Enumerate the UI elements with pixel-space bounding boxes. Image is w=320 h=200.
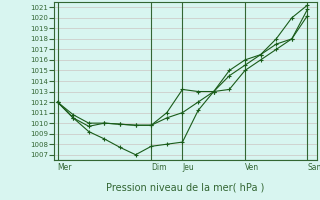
Text: Ven: Ven (245, 163, 259, 172)
Text: Dim: Dim (151, 163, 167, 172)
Text: Mer: Mer (58, 163, 72, 172)
Text: Jeu: Jeu (182, 163, 194, 172)
Text: Sam: Sam (308, 163, 320, 172)
Text: Pression niveau de la mer( hPa ): Pression niveau de la mer( hPa ) (107, 182, 265, 192)
